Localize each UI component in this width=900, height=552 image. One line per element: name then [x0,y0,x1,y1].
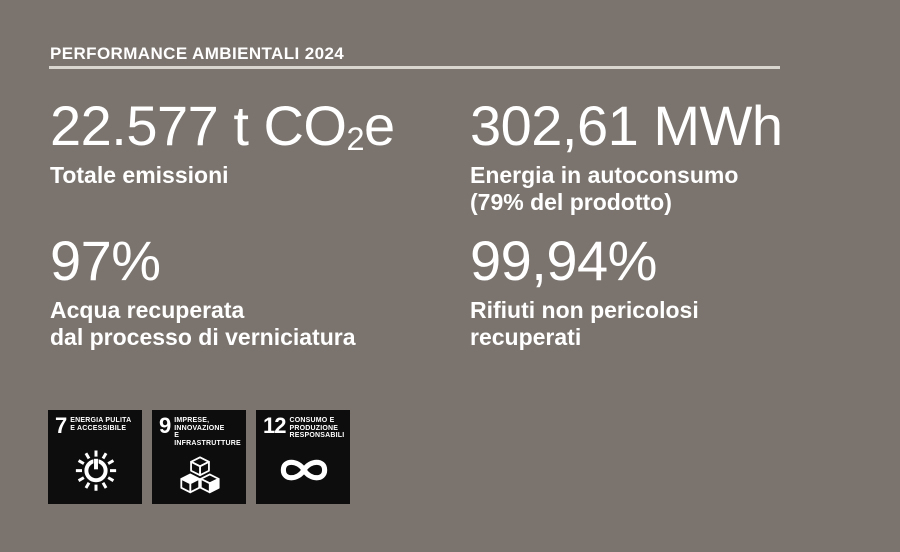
stat-value-main: 99,94% [470,229,657,292]
stat-energy-self-consumption: 302,61 MWh Energia in autoconsumo (79% d… [470,97,880,216]
stat-label: Acqua recuperata dal processo di vernici… [50,297,356,350]
stat-value-subscript: 2 [346,120,365,157]
stat-value: 22.577 t CO2e [50,97,460,155]
page-title: PERFORMANCE AMBIENTALI 2024 [50,44,345,63]
sdg-badge-9: 9 IMPRESE, INNOVAZIONE E INFRASTRUTTURE [152,410,246,504]
sdg-number: 12 [263,413,287,438]
stat-waste-recovered: 99,94% Rifiuti non pericolosi recuperati [470,232,880,351]
header-rule [49,66,780,69]
sdg-title: CONSUMO E PRODUZIONE RESPONSABILI [289,417,345,439]
stat-value-main: 97% [50,229,161,292]
sdg-badge-12: 12 CONSUMO E PRODUZIONE RESPONSABILI [256,410,350,504]
stat-value: 302,61 MWh [470,97,880,155]
sdg-badge-header: 7 ENERGIA PULITA E ACCESSIBILE [55,413,137,438]
sdg-badge-header: 12 CONSUMO E PRODUZIONE RESPONSABILI [263,413,345,440]
stat-value: 99,94% [470,232,880,290]
sdg-badge-7: 7 ENERGIA PULITA E ACCESSIBILE [48,410,142,504]
stat-water-recovered: 97% Acqua recuperata dal processo di ver… [50,232,460,351]
infinity-loop-icon [280,459,328,481]
sun-power-icon [75,450,117,491]
stat-value-main: 302,61 MWh [470,94,783,157]
stat-value-tail: e [364,94,395,157]
sdg-icon-area [55,435,137,500]
stat-label: Energia in autoconsumo (79% del prodotto… [470,162,739,215]
sdg-number: 7 [55,413,67,438]
cubes-icon [180,455,220,493]
stat-value: 97% [50,232,460,290]
stat-label: Totale emissioni [50,162,229,188]
sdg-title: ENERGIA PULITA E ACCESSIBILE [70,417,132,432]
stat-label: Rifiuti non pericolosi recuperati [470,297,699,350]
sdg-badges-row: 7 ENERGIA PULITA E ACCESSIBILE [48,410,350,504]
sdg-icon-area [263,440,345,501]
sdg-badge-header: 9 IMPRESE, INNOVAZIONE E INFRASTRUTTURE [159,413,241,447]
stat-total-emissions: 22.577 t CO2e Totale emissioni [50,97,460,189]
sdg-title: IMPRESE, INNOVAZIONE E INFRASTRUTTURE [174,417,241,447]
sdg-number: 9 [159,413,171,438]
sdg-icon-area [159,447,241,500]
stat-value-main: 22.577 t CO [50,94,347,157]
